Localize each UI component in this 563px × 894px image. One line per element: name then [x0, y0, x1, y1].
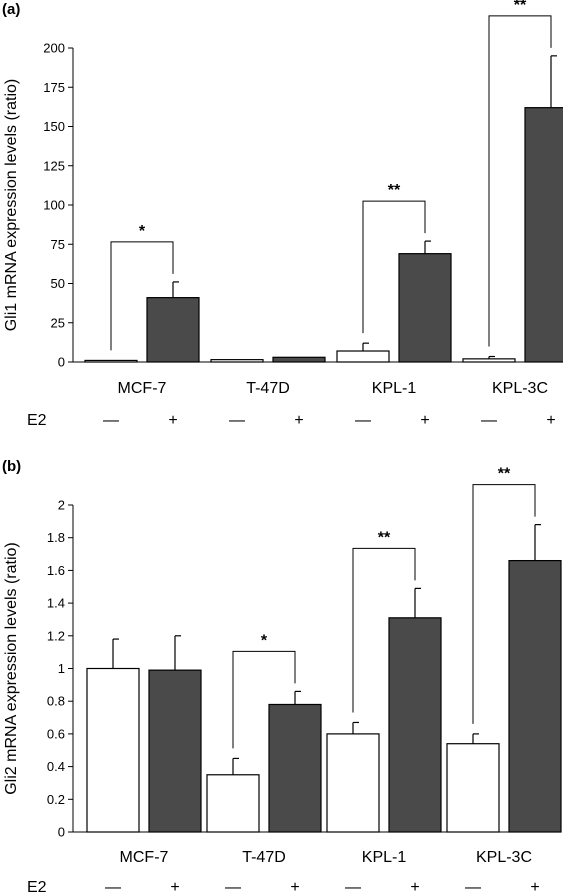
y-tick-label: 200	[43, 41, 65, 56]
bar	[462, 358, 516, 363]
panel-label: (a)	[2, 1, 20, 18]
category-label: T-47D	[242, 849, 286, 866]
significance-mark: **	[388, 182, 401, 199]
treatment-plus-mark: +	[168, 412, 177, 429]
bar	[146, 297, 200, 363]
y-tick-label: 50	[51, 276, 65, 291]
y-tick-label: 175	[43, 80, 65, 95]
significance-bracket	[488, 15, 552, 347]
significance-mark: **	[498, 466, 511, 483]
chart-panel-b: (b) 0 0.2 0.4 0.6 0.8 1 1.2 1.4 1.6 1.8 2 Gli2 mRNA …	[2, 458, 562, 894]
treatment-plus-mark: +	[546, 412, 555, 429]
category-label: KPL-3C	[476, 849, 532, 866]
significance-bracket	[362, 200, 426, 334]
y-tick-label: 0	[58, 355, 65, 370]
category-label: T-47D	[246, 380, 290, 397]
y-tick-label: 1.6	[47, 563, 65, 578]
significance-mark: **	[378, 529, 391, 546]
category-label: KPL-3C	[492, 380, 548, 397]
y-tick-label: 0.6	[47, 726, 65, 741]
y-tick-label: 0.4	[47, 759, 65, 774]
y-tick-label: 1.2	[47, 628, 65, 643]
treatment-minus-mark: —	[229, 412, 245, 429]
panel-label: (b)	[2, 458, 21, 475]
treatment-minus-mark: —	[481, 412, 497, 429]
y-tick-label: 1.8	[47, 530, 65, 545]
treatment-plus-mark: +	[170, 879, 179, 894]
y-tick-label: 75	[51, 237, 65, 252]
y-tick-label: 1	[58, 661, 65, 676]
treatment-minus-mark: —	[105, 879, 121, 894]
treatment-plus-mark: +	[420, 412, 429, 429]
y-tick-label: 150	[43, 119, 65, 134]
bar	[86, 667, 140, 833]
y-tick-label: 1.4	[47, 596, 65, 611]
treatment-plus-mark: +	[410, 879, 419, 894]
y-tick-label: 25	[51, 315, 65, 330]
category-label: KPL-1	[372, 380, 417, 397]
treatment-minus-mark: —	[465, 879, 481, 894]
y-tick-label: 0.2	[47, 792, 65, 807]
treatment-label: E2	[27, 879, 47, 894]
category-label: MCF-7	[118, 380, 167, 397]
category-label: KPL-1	[362, 849, 407, 866]
category-label: MCF-7	[120, 849, 169, 866]
bar	[336, 350, 390, 363]
y-tick-label: 125	[43, 158, 65, 173]
y-tick-label: 0	[58, 825, 65, 840]
bar	[268, 703, 322, 833]
treatment-minus-mark: —	[345, 879, 361, 894]
significance-mark: **	[514, 0, 527, 14]
significance-bracket	[352, 547, 416, 713]
bar	[84, 359, 138, 363]
bar	[326, 733, 380, 833]
y-tick-label: 2	[58, 498, 65, 513]
treatment-minus-mark: —	[103, 412, 119, 429]
bar	[524, 107, 563, 363]
significance-bracket	[472, 484, 536, 724]
significance-bracket	[110, 241, 174, 351]
bar	[272, 356, 326, 363]
treatment-label: E2	[27, 412, 47, 429]
significance-bracket	[232, 650, 296, 749]
y-tick-label: 100	[43, 198, 65, 213]
significance-mark: *	[261, 632, 268, 649]
treatment-plus-mark: +	[290, 879, 299, 894]
y-tick-label: 0.8	[47, 694, 65, 709]
significance-mark: *	[139, 223, 146, 240]
bar	[446, 743, 500, 833]
treatment-plus-mark: +	[530, 879, 539, 894]
chart-panel-a: (a) 0 25 50 75 100 125 150 175 200 Gli1 mRNA expre…	[2, 0, 563, 429]
bar	[508, 559, 562, 833]
bar	[398, 253, 452, 363]
treatment-minus-mark: —	[355, 412, 371, 429]
treatment-plus-mark: +	[294, 412, 303, 429]
bar	[210, 359, 264, 363]
bar	[148, 669, 202, 833]
bar	[388, 617, 442, 833]
bar	[206, 774, 260, 833]
treatment-minus-mark: —	[225, 879, 241, 894]
y-axis-label: Gli2 mRNA expression levels (ratio)	[3, 542, 20, 795]
y-axis-label: Gli1 mRNA expression levels (ratio)	[3, 79, 20, 332]
